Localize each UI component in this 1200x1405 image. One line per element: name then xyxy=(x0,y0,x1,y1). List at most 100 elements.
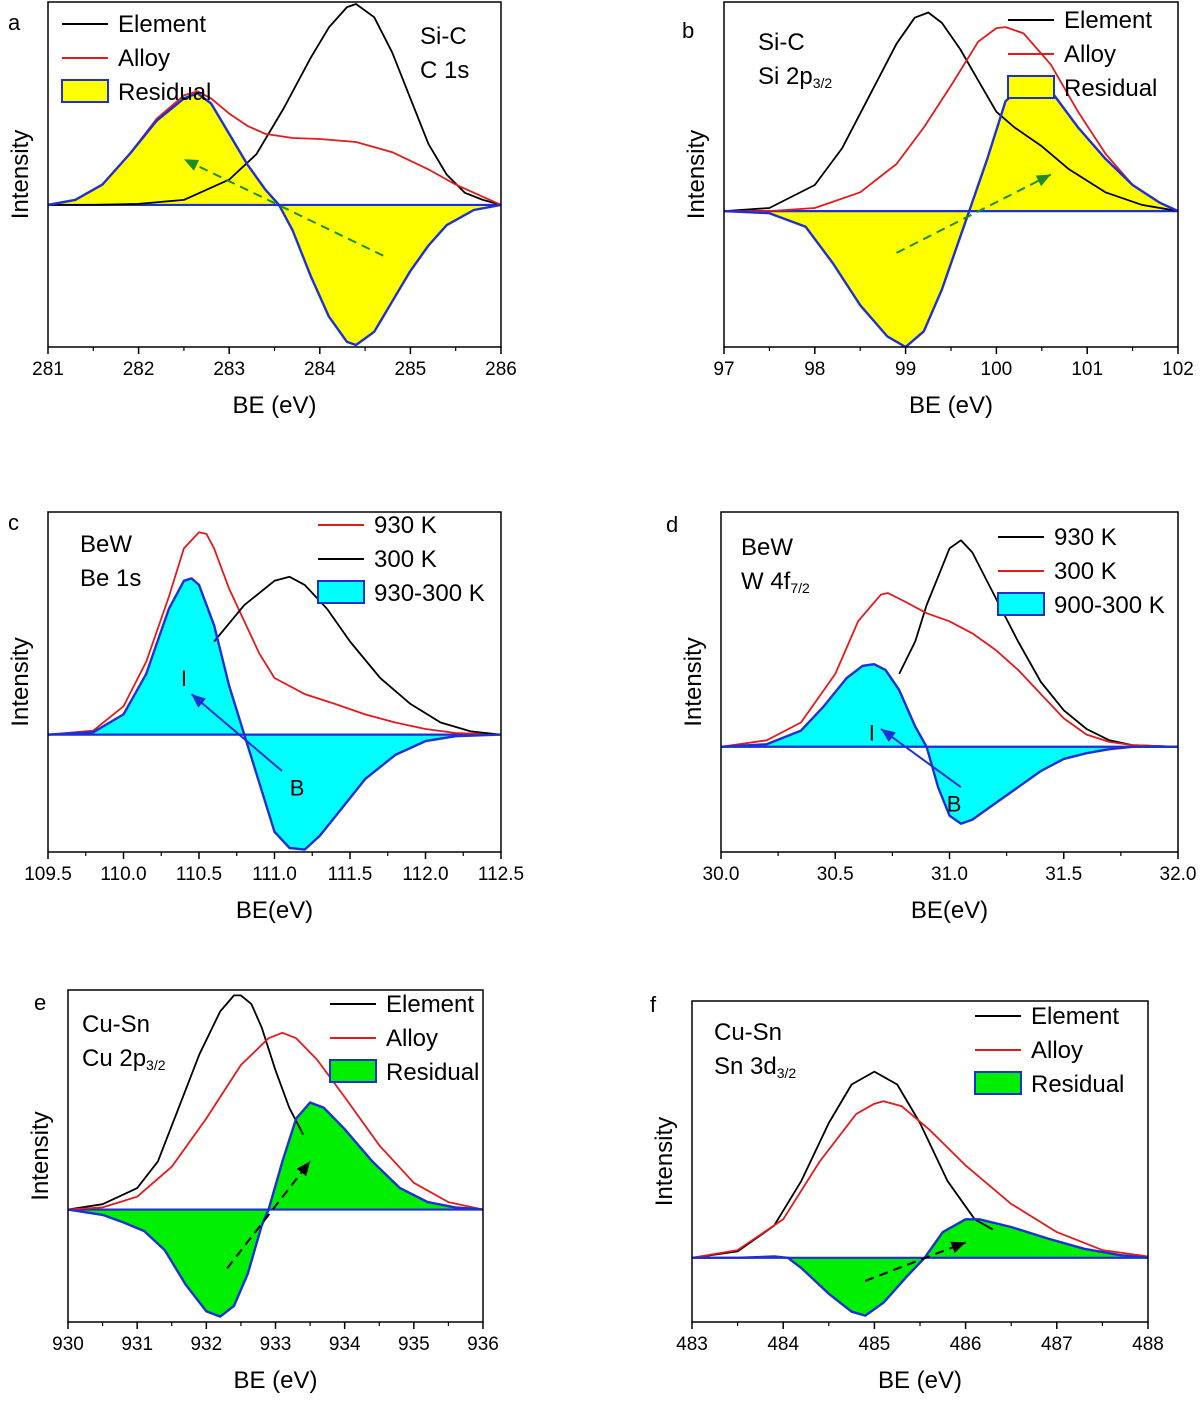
x-tick-label: 32.0 xyxy=(1160,864,1197,885)
series-line-900-300-k xyxy=(721,663,1178,825)
x-tick-label: 282 xyxy=(123,359,155,380)
series-line-residual xyxy=(724,79,1178,347)
annotation-line: Si-C xyxy=(420,23,467,50)
x-axis-title: BE (eV) xyxy=(232,392,316,419)
legend: Element Alloy Residual xyxy=(1007,7,1157,102)
x-tick-label: 483 xyxy=(676,1334,708,1355)
annotation-line: W 4f7/2 xyxy=(741,568,810,596)
x-tick-label: 486 xyxy=(950,1334,982,1355)
legend-swatch-box xyxy=(329,1059,377,1083)
x-axis-title: BE(eV) xyxy=(911,897,988,924)
shift-arrow-line xyxy=(880,728,962,789)
x-tick-label: 933 xyxy=(260,1334,292,1355)
shift-arrow-head xyxy=(296,1161,311,1177)
legend-swatch-box xyxy=(1007,75,1055,99)
peak-letter-i: I xyxy=(869,720,875,745)
x-tick-label: 111.0 xyxy=(252,864,297,885)
x-tick-label: 484 xyxy=(767,1334,799,1355)
panel-letter: e xyxy=(34,990,46,1015)
panel-letter: d xyxy=(666,512,678,537)
y-axis-title: Intensity xyxy=(680,637,707,726)
series-line-element xyxy=(48,3,501,206)
legend: Element Alloy Residual xyxy=(329,991,479,1086)
x-tick-label: 31.0 xyxy=(931,864,968,885)
legend: 930 K 300 K 900-300 K xyxy=(997,524,1165,619)
legend-label: Alloy xyxy=(386,1025,438,1052)
panel-annotation: Cu-Sn Sn 3d3/2 xyxy=(714,1019,796,1081)
legend-label: Element xyxy=(1064,7,1152,34)
residual-fill xyxy=(721,664,1178,824)
x-tick-label: 99 xyxy=(895,359,916,380)
panel-letter: c xyxy=(8,510,19,535)
x-tick-label: 488 xyxy=(1132,1334,1164,1355)
panel-annotation: Si-C C 1s xyxy=(420,23,469,84)
annotation-line: Si 2p3/2 xyxy=(758,63,832,91)
series-line-300-k xyxy=(721,592,1178,748)
residual-fill xyxy=(692,1219,1148,1316)
annotation-line: Be 1s xyxy=(80,565,141,592)
annotation-line: Si-C xyxy=(758,29,805,56)
shift-arrow-line xyxy=(864,1241,966,1282)
legend: Element Alloy Residual xyxy=(61,11,211,106)
x-tick-label: 97 xyxy=(713,359,734,380)
peak-letter-b: B xyxy=(290,775,305,800)
legend-label: 300 K xyxy=(374,546,437,573)
legend-label: Alloy xyxy=(118,45,170,72)
x-tick-label: 283 xyxy=(213,359,245,380)
annotation-line: BeW xyxy=(741,534,793,561)
panel-annotation: BeW Be 1s xyxy=(80,531,141,592)
annotation-line: Cu-Sn xyxy=(714,1019,782,1046)
x-tick-label: 110.5 xyxy=(176,864,222,885)
panel-b: 97 98 99 100 101 102 BE (eV) Intensity b Si-C Si 2… xyxy=(682,1,1194,419)
x-tick-label: 112.5 xyxy=(478,864,524,885)
x-axis-title: BE (eV) xyxy=(233,1367,317,1394)
annotation-line: Sn 3d3/2 xyxy=(714,1053,796,1081)
legend: Element Alloy Residual xyxy=(974,1003,1124,1098)
x-tick-label: 487 xyxy=(1041,1334,1073,1355)
series-line-930-k xyxy=(48,531,501,736)
residual-fill xyxy=(724,80,1178,347)
legend-label: Residual xyxy=(118,79,211,106)
shift-arrow-head xyxy=(880,728,896,743)
panel-d: I B 30.0 30.5 31.0 31.5 32.0 BE(eV) Intensity d Be… xyxy=(666,511,1197,924)
legend-swatch-box xyxy=(997,592,1045,616)
series-line-930-k xyxy=(898,539,1178,748)
shift-arrow-head xyxy=(1035,174,1051,187)
panel-c: I B 109.5 110.0 110.5 111.0 111.5 112.0 112.5 BE(… xyxy=(7,510,524,924)
x-tick-label: 285 xyxy=(395,359,427,380)
x-tick-label: 936 xyxy=(467,1334,499,1355)
legend-label: Residual xyxy=(1031,1071,1124,1098)
y-axis-title: Intensity xyxy=(683,130,710,219)
x-tick-label: 31.5 xyxy=(1045,864,1082,885)
x-tick-label: 286 xyxy=(485,359,517,380)
series-line-alloy xyxy=(724,26,1178,212)
series-line-residual xyxy=(692,1218,1148,1317)
x-tick-label: 30.5 xyxy=(817,864,854,885)
panel-letter: f xyxy=(650,992,657,1017)
x-tick-label: 110.0 xyxy=(100,864,146,885)
annotation-line: C 1s xyxy=(420,57,469,84)
series-line-element xyxy=(724,11,1178,212)
legend-label: Residual xyxy=(386,1059,479,1086)
y-axis-title: Intensity xyxy=(7,130,34,219)
series-line-alloy xyxy=(692,1100,1148,1259)
legend-swatch-box xyxy=(974,1071,1022,1095)
y-axis-title: Intensity xyxy=(651,1117,678,1206)
panel-letter: a xyxy=(8,10,21,35)
series-line-alloy xyxy=(68,1031,483,1211)
panel-f: 483 484 485 486 487 488 BE (eV) Intensity f Cu-Sn… xyxy=(650,992,1164,1394)
x-tick-label: 931 xyxy=(121,1334,153,1355)
legend: 930 K 300 K 930-300 K xyxy=(317,512,485,607)
series-line-element xyxy=(68,994,304,1211)
annotation-line: BeW xyxy=(80,531,132,558)
legend-label: 900-300 K xyxy=(1054,592,1165,619)
x-tick-label: 102 xyxy=(1162,359,1194,380)
x-tick-label: 100 xyxy=(981,359,1013,380)
shift-arrow-line xyxy=(183,158,384,257)
series-line-residual xyxy=(48,92,501,347)
x-tick-label: 932 xyxy=(190,1334,222,1355)
legend-label: Alloy xyxy=(1031,1037,1083,1064)
x-tick-label: 930 xyxy=(52,1334,84,1355)
shift-arrow-line xyxy=(190,693,283,772)
